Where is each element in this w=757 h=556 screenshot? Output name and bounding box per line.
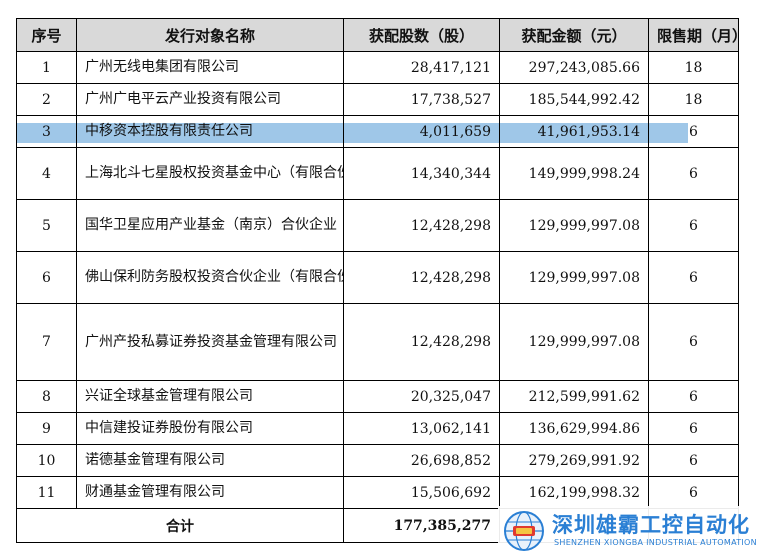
total-shares: 177,385,277	[343, 508, 500, 543]
table-row: 2 广州广电平云产业投资有限公司 17,738,527 185,544,992.…	[16, 83, 739, 116]
row-no: 6	[16, 251, 77, 304]
row-lock: 6	[648, 199, 739, 252]
row-lock: 6	[648, 444, 739, 477]
table-row-highlighted: 3 中移资本控股有限责任公司 4,011,659 41,961,953.14 6	[16, 115, 739, 148]
row-no: 5	[16, 199, 77, 252]
watermark: 深圳雄霸工控自动化 SHENZHEN XIONGBA INDUSTRIAL AU…	[498, 506, 757, 556]
row-name: 佛山保利防务股权投资合伙企业（有限合伙）	[76, 251, 344, 304]
row-amount: 297,243,085.66	[499, 51, 649, 84]
row-no: 7	[16, 303, 77, 381]
table-row: 4 上海北斗七星股权投资基金中心（有限合伙） 14,340,344 149,99…	[16, 147, 739, 200]
row-lock: 6	[648, 115, 739, 148]
row-shares: 17,738,527	[343, 83, 500, 116]
row-name: 兴证全球基金管理有限公司	[76, 380, 344, 413]
row-no: 4	[16, 147, 77, 200]
row-amount: 185,544,992.42	[499, 83, 649, 116]
total-label: 合计	[16, 508, 344, 543]
row-lock: 6	[648, 380, 739, 413]
row-name: 广州产投私募证券投资基金管理有限公司（代“广州产投产业升级 1 号私募证券投资基…	[76, 303, 344, 381]
row-shares: 13,062,141	[343, 412, 500, 445]
watermark-text-cn: 深圳雄霸工控自动化	[552, 513, 750, 537]
row-amount: 162,199,998.32	[499, 476, 649, 509]
row-name: 国华卫星应用产业基金（南京）合伙企业（有限合伙）	[76, 199, 344, 252]
row-no: 11	[16, 476, 77, 509]
table-row: 1 广州无线电集团有限公司 28,417,121 297,243,085.66 …	[16, 51, 739, 84]
row-lock: 18	[648, 51, 739, 84]
table-row: 9 中信建投证券股份有限公司 13,062,141 136,629,994.86…	[16, 412, 739, 445]
row-shares: 15,506,692	[343, 476, 500, 509]
row-no: 8	[16, 380, 77, 413]
row-lock: 6	[648, 303, 739, 381]
row-shares: 12,428,298	[343, 199, 500, 252]
row-shares: 4,011,659	[343, 115, 500, 148]
row-shares: 20,325,047	[343, 380, 500, 413]
table-row: 8 兴证全球基金管理有限公司 20,325,047 212,599,991.62…	[16, 380, 739, 413]
table-row: 5 国华卫星应用产业基金（南京）合伙企业（有限合伙） 12,428,298 12…	[16, 199, 739, 252]
row-no: 10	[16, 444, 77, 477]
globe-logo-icon	[504, 511, 544, 551]
row-no: 1	[16, 51, 77, 84]
row-lock: 6	[648, 147, 739, 200]
header-name: 发行对象名称	[76, 18, 344, 52]
table-row: 10 诺德基金管理有限公司 26,698,852 279,269,991.92 …	[16, 444, 739, 477]
row-name: 中信建投证券股份有限公司	[76, 412, 344, 445]
row-amount: 212,599,991.62	[499, 380, 649, 413]
row-name: 财通基金管理有限公司	[76, 476, 344, 509]
header-no: 序号	[16, 18, 77, 52]
row-name: 诺德基金管理有限公司	[76, 444, 344, 477]
row-amount: 129,999,997.08	[499, 303, 649, 381]
header-shares: 获配股数（股）	[343, 18, 500, 52]
table-row: 11 财通基金管理有限公司 15,506,692 162,199,998.32 …	[16, 476, 739, 509]
row-name: 上海北斗七星股权投资基金中心（有限合伙）	[76, 147, 344, 200]
row-no: 3	[16, 115, 77, 148]
header-amount: 获配金额（元）	[499, 18, 649, 52]
header-row: 序号 发行对象名称 获配股数（股） 获配金额（元） 限售期（月）	[16, 18, 739, 52]
row-shares: 26,698,852	[343, 444, 500, 477]
row-name: 广州广电平云产业投资有限公司	[76, 83, 344, 116]
row-lock: 6	[648, 476, 739, 509]
row-name: 中移资本控股有限责任公司	[76, 115, 344, 148]
row-shares: 12,428,298	[343, 251, 500, 304]
watermark-text-en: SHENZHEN XIONGBA INDUSTRIAL AUTOMATION	[554, 538, 757, 547]
row-amount: 279,269,991.92	[499, 444, 649, 477]
row-amount: 136,629,994.86	[499, 412, 649, 445]
row-amount: 149,999,998.24	[499, 147, 649, 200]
row-amount: 41,961,953.14	[499, 115, 649, 148]
row-shares: 12,428,298	[343, 303, 500, 381]
table-row: 7 广州产投私募证券投资基金管理有限公司（代“广州产投产业升级 1 号私募证券投…	[16, 303, 739, 381]
table-row: 6 佛山保利防务股权投资合伙企业（有限合伙） 12,428,298 129,99…	[16, 251, 739, 304]
row-name: 广州无线电集团有限公司	[76, 51, 344, 84]
row-lock: 18	[648, 83, 739, 116]
allocation-table: 序号 发行对象名称 获配股数（股） 获配金额（元） 限售期（月） 1 广州无线电…	[16, 18, 739, 543]
row-no: 9	[16, 412, 77, 445]
row-no: 2	[16, 83, 77, 116]
row-lock: 6	[648, 412, 739, 445]
row-shares: 28,417,121	[343, 51, 500, 84]
row-amount: 129,999,997.08	[499, 251, 649, 304]
header-lock: 限售期（月）	[648, 18, 739, 52]
row-shares: 14,340,344	[343, 147, 500, 200]
row-lock: 6	[648, 251, 739, 304]
row-amount: 129,999,997.08	[499, 199, 649, 252]
